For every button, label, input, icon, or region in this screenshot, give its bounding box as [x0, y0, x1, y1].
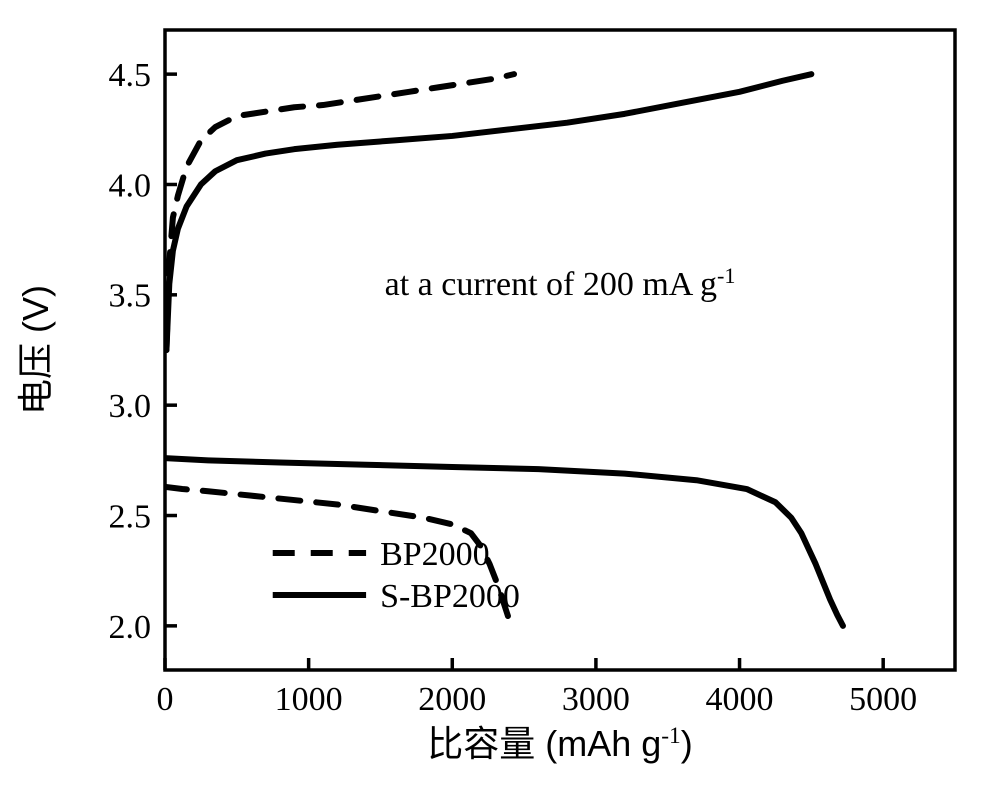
y-tick-label: 4.5 [109, 57, 152, 94]
y-tick-label: 4.0 [109, 167, 152, 204]
x-tick-label: 1000 [275, 681, 343, 718]
x-axis-label: 比容量 (mAh g-1) [427, 723, 693, 764]
y-tick-label: 3.5 [109, 278, 152, 315]
x-tick-label: 3000 [562, 681, 630, 718]
x-tick-label: 5000 [849, 681, 917, 718]
x-tick-label: 0 [157, 681, 174, 718]
y-tick-label: 2.5 [109, 498, 152, 535]
annotation-text: at a current of 200 mA g-1 [385, 262, 736, 303]
legend-label-S-BP2000: S-BP2000 [380, 578, 520, 615]
x-tick-label: 4000 [706, 681, 774, 718]
y-axis-label: 电压 (V) [15, 285, 56, 415]
chart-svg: 0 1000 2000 3000 4000 5000 2.0 2.5 3.0 3.5 4.0 4.5… [0, 0, 1000, 789]
x-tick-label: 2000 [418, 681, 486, 718]
y-tick-label: 3.0 [109, 388, 152, 425]
legend-label-BP2000: BP2000 [380, 536, 490, 573]
y-tick-label: 2.0 [109, 609, 152, 646]
voltage-capacity-chart: 0 1000 2000 3000 4000 5000 2.0 2.5 3.0 3.5 4.0 4.5… [0, 0, 1000, 789]
